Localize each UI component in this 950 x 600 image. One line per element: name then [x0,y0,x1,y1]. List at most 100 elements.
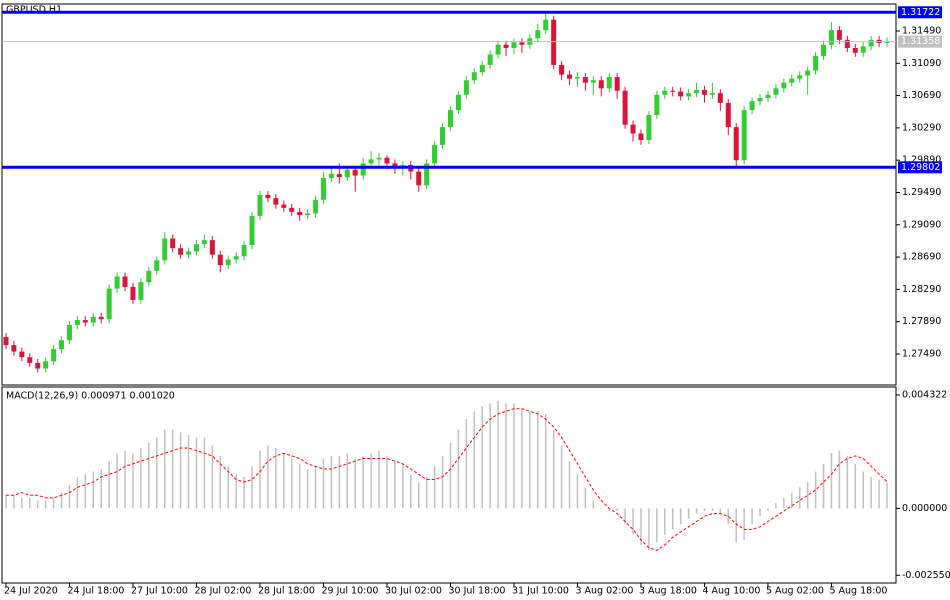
candle-body [82,320,88,323]
macd-bar [711,508,714,512]
candle-body [186,251,192,255]
candle-body [828,30,834,45]
macd-bar [775,503,777,509]
macd-bar [378,450,380,509]
candle-body [630,124,636,134]
y-tick-label: 0.000000 [902,503,947,514]
macd-bar [687,508,690,519]
macd-bar [100,469,102,509]
macd-bar [298,463,301,509]
candle-body [233,256,239,260]
macd-bar [68,484,71,509]
candle-body [813,56,819,71]
macd-bar [767,508,769,512]
candle-body [821,44,827,57]
candle-body [765,94,771,99]
candle-body [74,320,80,325]
macd-bar [108,461,110,509]
macd-bar [497,400,499,509]
candle-body [543,19,549,31]
macd-bar [806,482,809,509]
candle-body [852,47,858,53]
macd-bar [290,458,293,509]
macd-bar [473,411,476,509]
macd-bar [5,495,7,509]
macd-bar [457,429,460,509]
macd-bar [354,458,356,509]
macd-bar [92,471,95,509]
candle-body [773,88,779,95]
candle-body [424,163,430,186]
x-tick-label: 24 Jul 18:00 [67,586,124,597]
candle-body [336,173,342,178]
candle-body [503,44,509,48]
candle-body [709,93,715,95]
macd-bar [679,508,682,525]
macd-bar [140,448,142,509]
macd-bar [751,508,753,525]
macd-bar [370,453,372,509]
candle-body [225,259,231,266]
candle-body [162,238,168,261]
level-label: 1.31722 [901,7,940,18]
y-tick-label: 1.30290 [902,122,941,133]
macd-bar [275,448,277,509]
candle-body [479,64,485,73]
candle-body [511,42,517,48]
macd-bar [878,479,880,509]
candle-body [622,90,628,125]
candle-body [416,171,422,186]
macd-bar [783,497,785,509]
macd-bar [203,437,206,509]
candle-body [320,177,326,200]
candle-body [217,254,223,266]
x-tick-label: 29 Jul 10:00 [321,586,378,597]
x-tick-label: 3 Aug 18:00 [639,586,697,597]
macd-bar [846,455,849,509]
candle-body [59,340,65,350]
macd-bar [29,497,31,509]
macd-bar [410,474,412,509]
macd-bar [314,466,317,509]
candle-body [265,194,271,199]
y-tick-label: 1.29490 [902,187,941,198]
y-tick-label: 0.004322 [902,389,947,400]
candle-body [551,19,557,65]
macd-bar [505,403,507,509]
macd-bar [441,455,444,509]
candle-body [90,316,96,323]
x-tick-label: 28 Jul 18:00 [258,586,315,597]
x-tick-label: 5 Aug 18:00 [829,586,887,597]
candle-body [559,64,565,75]
candle-body [662,90,668,95]
x-tick-label: 30 Jul 18:00 [448,586,505,597]
macd-bar [219,455,222,509]
macd-bar [84,474,87,509]
candle-body [376,157,382,160]
candle-body [614,77,620,91]
candle-body [638,133,644,141]
macd-bar [116,453,118,509]
macd-bar [544,413,547,509]
candle-body [789,78,795,83]
macd-bar [568,461,571,509]
candle-body [757,98,763,102]
candle-body [884,41,890,44]
x-tick-label: 4 Aug 10:00 [702,586,760,597]
candle-body [836,30,842,40]
candle-body [352,169,358,176]
level-label: 1.31358 [901,36,940,47]
macd-bar [886,482,888,509]
macd-bar [433,466,436,509]
macd-bar [36,500,39,509]
candle-body [432,144,438,164]
candle-body [360,163,366,176]
macd-bar [703,508,706,512]
candle-body [701,89,707,95]
macd-bar [552,429,555,509]
candle-body [328,173,334,178]
candle-body [495,44,501,55]
x-tick-label: 30 Jul 02:00 [385,586,442,597]
y-tick-label: 1.28690 [902,252,941,263]
candle-body [170,238,176,249]
